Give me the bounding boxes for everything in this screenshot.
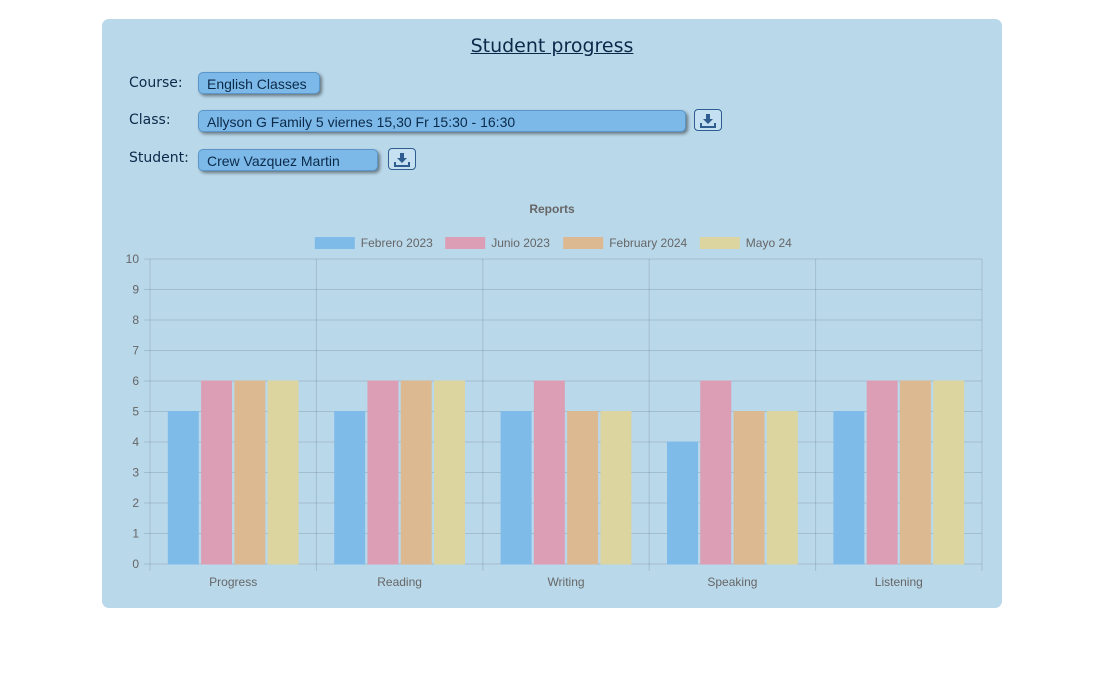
y-tick-label: 8 [132, 313, 139, 327]
y-tick-label: 9 [132, 283, 139, 297]
bar [167, 411, 199, 565]
y-tick-label: 10 [126, 252, 140, 266]
x-tick-label: Reading [377, 575, 422, 589]
bar [833, 411, 865, 565]
y-tick-label: 6 [132, 374, 139, 388]
bar [899, 380, 931, 565]
bar [367, 380, 399, 565]
bar [567, 411, 599, 565]
legend-swatch [563, 237, 604, 249]
download-icon [700, 114, 716, 128]
y-tick-label: 0 [132, 557, 139, 571]
bar [500, 411, 532, 565]
x-tick-label: Writing [547, 575, 584, 589]
legend-swatch [699, 237, 740, 249]
bar [667, 441, 698, 565]
x-tick-label: Progress [209, 575, 257, 589]
bar [600, 411, 632, 565]
x-tick-label: Listening [875, 575, 923, 589]
bar [267, 380, 299, 565]
bar [434, 380, 465, 565]
page-title: Student progress [470, 35, 634, 57]
bar [234, 380, 266, 565]
bar [533, 380, 565, 565]
bar [766, 411, 798, 565]
y-tick-label: 2 [132, 496, 139, 510]
bar [733, 411, 765, 565]
legend-label: February 2024 [609, 236, 687, 250]
y-tick-label: 5 [132, 405, 139, 419]
y-tick-label: 4 [132, 435, 139, 449]
legend-swatch [445, 237, 486, 249]
course-select[interactable]: English Classes [198, 72, 320, 94]
legend-label: Junio 2023 [491, 236, 550, 250]
bar [400, 380, 432, 565]
y-tick-label: 1 [132, 527, 139, 541]
bar [933, 380, 965, 565]
student-download-button[interactable] [388, 148, 416, 170]
student-select[interactable]: Crew Vazquez Martin [198, 149, 378, 171]
download-icon [394, 153, 410, 167]
student-label: Student: [129, 150, 189, 166]
student-progress-panel: Student progress Course: English Classes… [102, 19, 1002, 608]
y-tick-label: 7 [132, 344, 139, 358]
bar [334, 411, 366, 565]
chart-title: Reports [529, 202, 575, 216]
legend-label: Febrero 2023 [361, 236, 433, 250]
class-label: Class: [129, 112, 171, 128]
y-tick-label: 3 [132, 466, 139, 480]
class-download-button[interactable] [694, 109, 722, 131]
legend-label: Mayo 24 [746, 236, 792, 250]
bar [700, 380, 732, 565]
reports-chart: Reports Febrero 2023 Junio 2023 February 20… [126, 202, 983, 589]
course-label: Course: [129, 75, 183, 91]
class-select[interactable]: Allyson G Family 5 viernes 15,30 Fr 15:3… [198, 110, 686, 132]
bar [866, 380, 898, 565]
x-tick-label: Speaking [707, 575, 757, 589]
legend-swatch [314, 237, 355, 249]
bar [201, 380, 233, 565]
